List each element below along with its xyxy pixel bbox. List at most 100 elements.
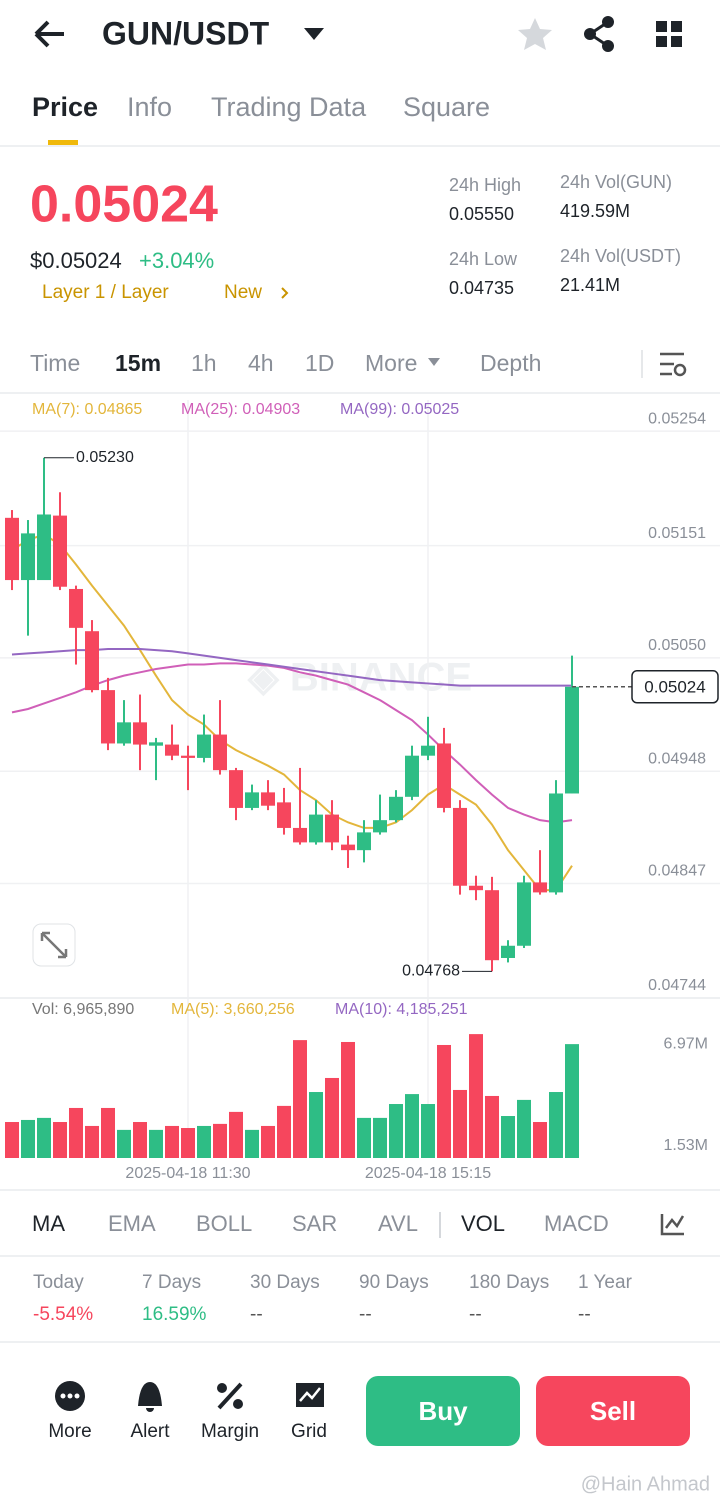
candle-body (389, 796, 403, 821)
timeframe[interactable]: More (365, 350, 417, 376)
ma-legend[interactable]: MA(7): 0.04865 (32, 401, 142, 418)
action-label[interactable]: More (48, 1421, 91, 1442)
y-tick-label: 6.97M (664, 1035, 708, 1052)
candle-body (85, 631, 99, 691)
volume-bar (261, 1125, 275, 1158)
timeframe[interactable]: 4h (248, 350, 274, 376)
tag[interactable]: Layer 1 / Layer (42, 282, 169, 303)
action-label[interactable]: Margin (201, 1421, 259, 1442)
timeframe[interactable]: Depth (480, 350, 541, 376)
indicator-tab[interactable]: MACD (544, 1211, 609, 1236)
candle-body (261, 792, 275, 806)
performance-value: -- (469, 1304, 482, 1325)
tab[interactable]: Trading Data (211, 92, 367, 122)
more-icon[interactable] (55, 1381, 85, 1411)
performance-label: Today (33, 1272, 84, 1293)
buy-label[interactable]: Buy (418, 1396, 468, 1426)
more-dropdown[interactable] (428, 358, 440, 366)
sell-label[interactable]: Sell (590, 1396, 636, 1426)
stat-value: 21.41M (560, 275, 620, 295)
stat-label: 24h Vol(USDT) (560, 246, 681, 266)
timeframe[interactable]: 15m (115, 350, 161, 376)
margin-icon[interactable] (217, 1382, 243, 1410)
annotation-label: 0.05230 (76, 449, 134, 466)
performance-label: 30 Days (250, 1272, 320, 1293)
buy-button[interactable] (366, 1376, 520, 1446)
tag[interactable]: New (224, 282, 262, 303)
timeframe[interactable]: Time (30, 350, 80, 376)
candle-body (325, 814, 339, 843)
candle-body (213, 734, 227, 771)
action-label[interactable]: Grid (291, 1421, 327, 1442)
ma-legend[interactable]: MA(99): 0.05025 (340, 401, 459, 418)
pair-dropdown[interactable] (304, 28, 324, 40)
candle-body (309, 814, 323, 843)
back-icon[interactable] (34, 20, 64, 48)
indicator-tab[interactable]: SAR (292, 1211, 337, 1236)
candle-body (229, 770, 243, 808)
last-price: 0.05024 (30, 176, 218, 234)
share-icon[interactable] (584, 16, 614, 52)
volume-bar (533, 1122, 547, 1158)
candle-body (37, 514, 51, 581)
volume-bar (69, 1107, 83, 1158)
x-tick-label: 2025-04-18 11:30 (125, 1165, 250, 1182)
tab[interactable]: Info (127, 92, 172, 122)
tab[interactable]: Square (403, 92, 490, 122)
sell-button[interactable] (536, 1376, 690, 1446)
stat-value: 0.05550 (449, 204, 514, 224)
volume-bar (565, 1044, 579, 1158)
volume-bar (341, 1041, 355, 1158)
volume-bar (277, 1105, 291, 1158)
volume-bar (213, 1123, 227, 1158)
ma-legend[interactable]: MA(25): 0.04903 (181, 401, 300, 418)
usd-price: $0.05024 (30, 248, 122, 273)
ma-line (11, 533, 573, 892)
candle-body (357, 832, 371, 851)
candle-body (437, 743, 451, 808)
indicator-tab[interactable]: AVL (378, 1211, 418, 1236)
indicator-tab[interactable]: MA (32, 1211, 65, 1236)
candle-body (69, 588, 83, 628)
y-tick-label: 0.05151 (648, 525, 706, 542)
indicator-tab[interactable]: EMA (108, 1211, 156, 1236)
grid-bot-icon[interactable] (296, 1383, 324, 1407)
indicator-tab[interactable]: BOLL (196, 1211, 252, 1236)
timeframe[interactable]: 1h (191, 350, 217, 376)
pair-title[interactable]: GUN/USDT (102, 15, 270, 51)
performance-value: -- (578, 1304, 591, 1325)
stat-value: 0.04735 (449, 278, 514, 298)
candle-body (149, 742, 163, 746)
timeframe[interactable]: 1D (305, 350, 334, 376)
volume-bar (325, 1077, 339, 1158)
annotation-label: 0.04768 (402, 963, 460, 980)
chevron (281, 287, 289, 299)
expand-button[interactable] (32, 923, 76, 967)
action-label[interactable]: Alert (130, 1421, 170, 1442)
candle-body (453, 807, 467, 886)
indicator-tab[interactable]: VOL (461, 1211, 505, 1236)
chart-settings-icon[interactable] (660, 352, 687, 377)
candle-body (421, 745, 435, 756)
tab-underline (48, 140, 78, 145)
volume-bar (293, 1040, 307, 1158)
star-icon[interactable] (518, 18, 552, 50)
volume-bar (245, 1129, 259, 1158)
performance-value: -5.54% (33, 1304, 93, 1325)
candle-body (405, 755, 419, 797)
volume-bar (5, 1122, 19, 1158)
price-change: +3.04% (139, 248, 214, 273)
y-tick-label: 0.04847 (648, 863, 706, 880)
volume-bar (53, 1122, 67, 1158)
performance-label: 90 Days (359, 1272, 429, 1293)
performance-value: -- (250, 1304, 263, 1325)
candle-body (133, 722, 147, 745)
candle-body (277, 802, 291, 828)
volume-bar (357, 1117, 371, 1158)
alert-icon[interactable] (138, 1382, 162, 1412)
tab[interactable]: Price (32, 92, 98, 122)
volume-legend: MA(10): 4,185,251 (335, 1001, 468, 1018)
grid-icon[interactable] (656, 21, 682, 47)
indicator-settings-icon[interactable] (660, 1214, 685, 1236)
